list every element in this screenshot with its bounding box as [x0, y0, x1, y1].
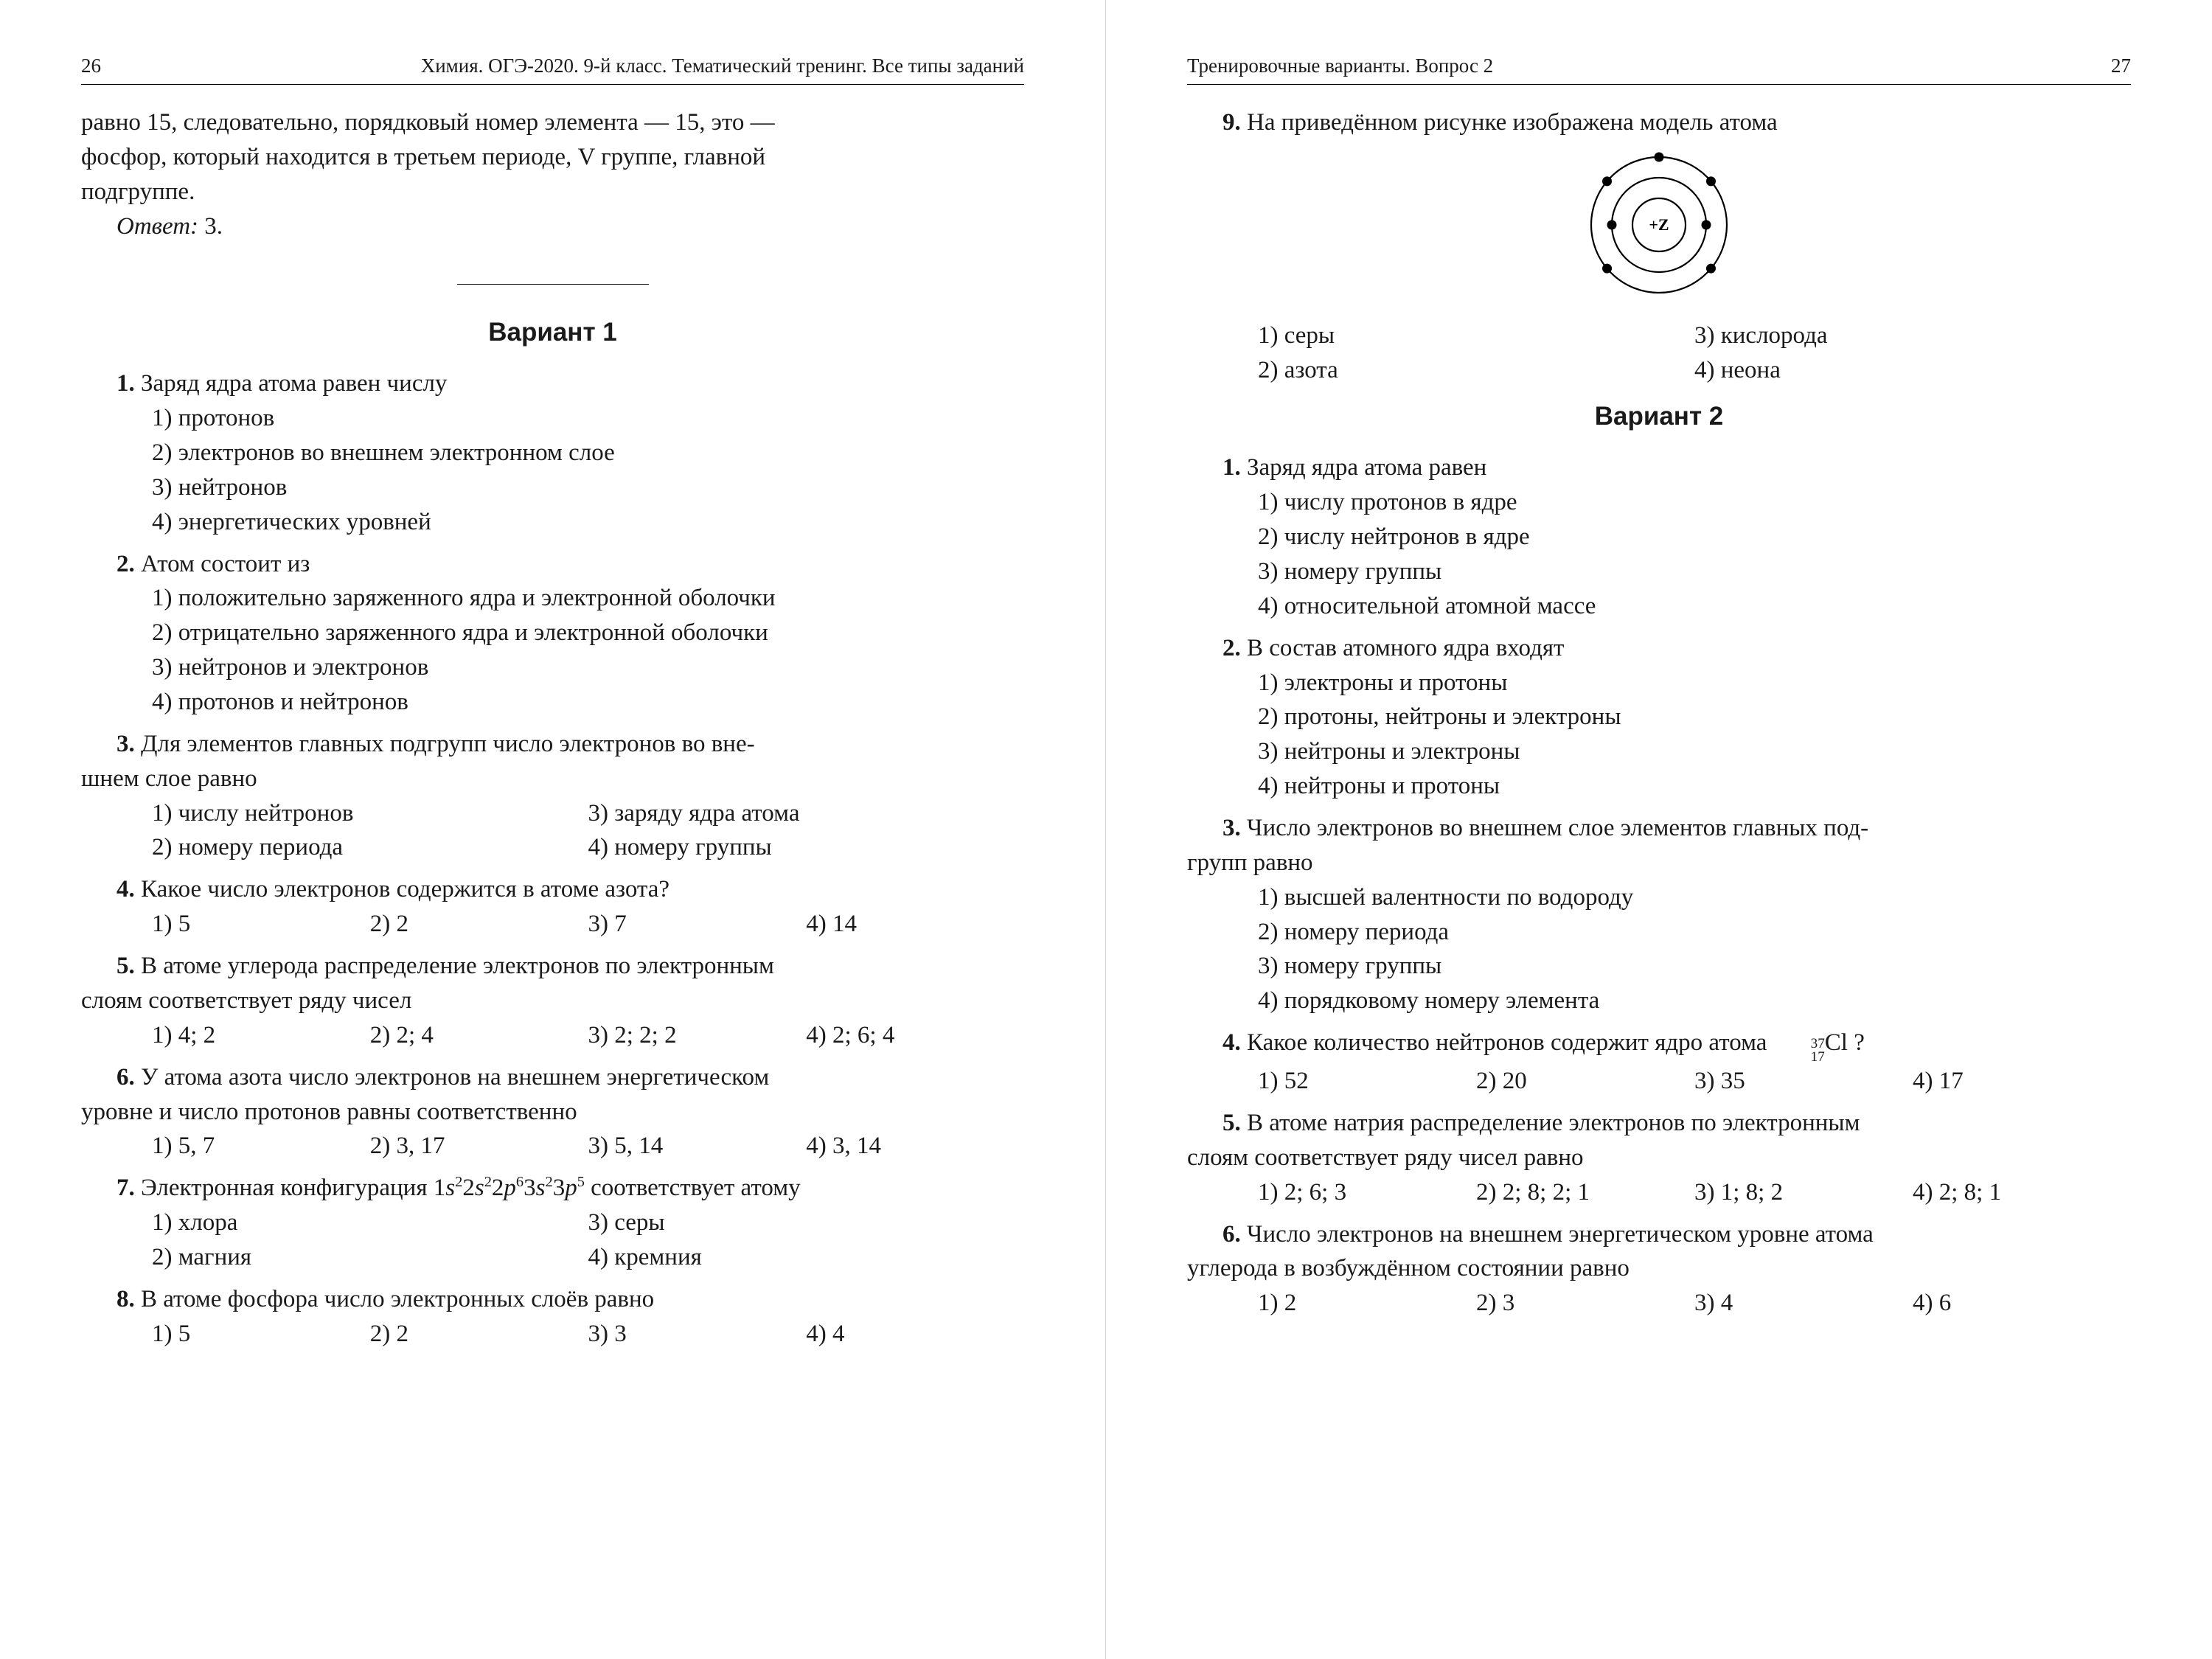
v1-q3: 3. Для элементов главных подгрупп число … [81, 727, 1024, 865]
v2-q4: 4. Какое количество нейтронов содержит я… [1187, 1026, 2131, 1099]
v2-q5-options: 1) 2; 6; 3 2) 2; 8; 2; 1 3) 1; 8; 2 4) 2… [1187, 1175, 2131, 1210]
separator [81, 260, 1024, 295]
v1-q6: 6. У атома азота число электронов на вне… [81, 1060, 1024, 1164]
svg-text:+Z: +Z [1649, 215, 1669, 234]
v2-q3: 3. Число электронов во внешнем слое элем… [1187, 811, 2131, 1018]
v2-q3-options: 1) высшей валентности по водороду 2) ном… [1187, 880, 2131, 1018]
variant-1-title: Вариант 1 [81, 314, 1024, 351]
v1-q2: 2. Атом состоит из 1) положительно заряж… [81, 547, 1024, 720]
running-head-left: 26 Химия. ОГЭ-2020. 9-й класс. Тематичес… [81, 52, 1024, 85]
intro-line-2: фосфор, который находится в третьем пери… [81, 140, 1024, 175]
v1-q2-options: 1) положительно заряженного ядра и элект… [81, 581, 1024, 719]
running-title-right: Тренировочные варианты. Вопрос 2 [1187, 52, 2045, 80]
v1-q9-options: 1) серы 2) азота 3) кислорода 4) неона [1187, 319, 2131, 388]
v1-q1: 1. Заряд ядра атома равен числу 1) прото… [81, 366, 1024, 539]
intro-line-1: равно 15, следовательно, порядковый номе… [81, 105, 1024, 140]
atom-model-figure: +Z [1187, 147, 2131, 313]
v2-q1: 1. Заряд ядра атома равен 1) числу прото… [1187, 451, 2131, 623]
intro-line-3: подгруппе. [81, 175, 1024, 209]
answer-line: Ответ: 3. [81, 209, 1024, 244]
v1-q7-options: 1) хлора 2) магния 3) серы 4) кремния [81, 1206, 1024, 1275]
v2-q4-options: 1) 52 2) 20 3) 35 4) 17 [1187, 1064, 2131, 1099]
v1-q7: 7. Электронная конфигурация 1s22s22p63s2… [81, 1171, 1024, 1275]
electron-config: 1s22s22p63s23p5 [434, 1175, 585, 1201]
running-head-right: Тренировочные варианты. Вопрос 2 27 [1187, 52, 2131, 85]
page-26: 26 Химия. ОГЭ-2020. 9-й класс. Тематичес… [0, 0, 1106, 1659]
isotope-notation: 3717 [1775, 1037, 1825, 1064]
page-spread: 26 Химия. ОГЭ-2020. 9-й класс. Тематичес… [0, 0, 2212, 1659]
running-title-left: Химия. ОГЭ-2020. 9-й класс. Тематический… [167, 52, 1024, 80]
v1-q1-options: 1) протонов 2) электронов во внешнем эле… [81, 401, 1024, 539]
variant-2-title: Вариант 2 [1187, 398, 2131, 435]
page-27: Тренировочные варианты. Вопрос 2 27 9. Н… [1106, 0, 2212, 1659]
v1-q5: 5. В атоме углерода распределение электр… [81, 949, 1024, 1053]
atom-diagram-icon: +Z [1563, 147, 1755, 302]
page-number-left: 26 [81, 52, 101, 80]
v1-q5-options: 1) 4; 2 2) 2; 4 3) 2; 2; 2 4) 2; 6; 4 [81, 1018, 1024, 1053]
v2-q2: 2. В состав атомного ядра входят 1) элек… [1187, 631, 2131, 804]
v2-q2-options: 1) электроны и протоны 2) протоны, нейтр… [1187, 666, 2131, 804]
v1-q3-options: 1) числу нейтронов 2) номеру периода 3) … [81, 796, 1024, 866]
answer-value: 3. [204, 213, 223, 240]
v2-q5: 5. В атоме натрия распределение электрон… [1187, 1106, 2131, 1210]
answer-label: Ответ: [116, 213, 198, 240]
v1-q4: 4. Какое число электронов содержится в а… [81, 872, 1024, 942]
page-number-right: 27 [2111, 52, 2131, 80]
v2-q6: 6. Число электронов на внешнем энергетич… [1187, 1217, 2131, 1321]
v1-q8: 8. В атоме фосфора число электронных сло… [81, 1282, 1024, 1352]
v2-q1-options: 1) числу протонов в ядре 2) числу нейтро… [1187, 485, 2131, 623]
v1-q6-options: 1) 5, 7 2) 3, 17 3) 5, 14 4) 3, 14 [81, 1129, 1024, 1164]
v1-q8-options: 1) 5 2) 2 3) 3 4) 4 [81, 1317, 1024, 1352]
v1-q9: 9. На приведённом рисунке изображена мод… [1187, 105, 2131, 387]
v1-q4-options: 1) 5 2) 2 3) 7 4) 14 [81, 907, 1024, 942]
v2-q6-options: 1) 2 2) 3 3) 4 4) 6 [1187, 1286, 2131, 1321]
